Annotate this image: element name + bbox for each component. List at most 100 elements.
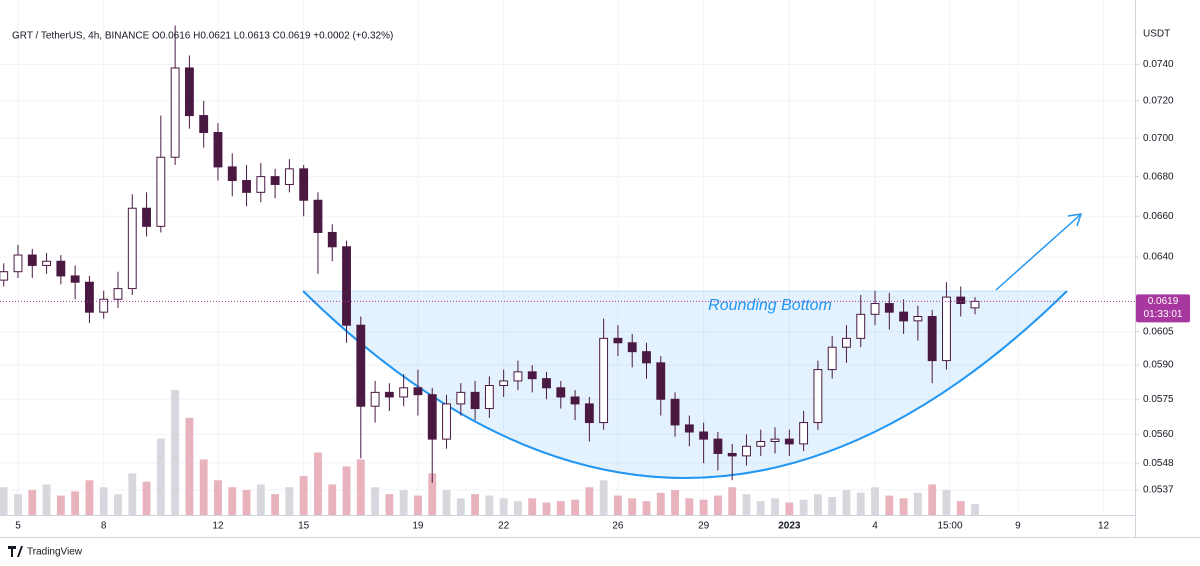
volume-bar [671, 490, 679, 515]
candle-body [99, 298, 109, 313]
candle-body [827, 346, 837, 371]
candle-body [442, 403, 451, 440]
candle-body [413, 387, 423, 396]
candle-body [556, 387, 566, 398]
y-tick-label: 0.0640 [1143, 252, 1174, 263]
candle-body [899, 311, 909, 322]
volume-bar [642, 501, 651, 515]
volume-bar [271, 494, 280, 515]
candle-body [170, 67, 180, 158]
volume-bar [713, 495, 722, 515]
volume-bar [528, 498, 537, 515]
candle-body [0, 271, 9, 281]
candle-body [784, 438, 794, 445]
volume-bar [285, 487, 294, 515]
candle-body [370, 391, 380, 407]
candle-body [342, 246, 351, 326]
last-price-label: 0.0619 [1148, 296, 1179, 307]
candle-body [513, 371, 523, 382]
candle-body [184, 67, 194, 117]
volume-bar [342, 466, 351, 515]
candle-body [670, 398, 680, 426]
y-tick-label: 0.0560 [1143, 429, 1174, 440]
candle-body [356, 324, 366, 407]
volume-bar [599, 480, 608, 515]
volume-bar [214, 480, 222, 515]
candle-body [870, 303, 880, 315]
volume-bar [414, 495, 422, 515]
candle-body [699, 431, 709, 440]
candle-body [313, 199, 323, 233]
volume-bar [228, 487, 237, 515]
candle-body [199, 115, 209, 133]
candle-body [884, 303, 894, 313]
volume-bar [56, 495, 65, 515]
volume-bar [542, 502, 551, 515]
candle-body [799, 422, 809, 445]
volume-bar [142, 481, 151, 515]
candle-body [842, 337, 851, 348]
volume-bar [828, 496, 837, 515]
volume-bar [356, 459, 365, 515]
x-tick-label: 19 [412, 521, 424, 532]
candle-body [27, 254, 37, 266]
volume-bar [656, 492, 665, 515]
candle-body [70, 275, 80, 283]
candle-body [727, 452, 737, 457]
volume-bar [785, 502, 794, 515]
volume-bar [328, 484, 337, 515]
volume-bar [913, 492, 922, 515]
candle-body [284, 168, 294, 185]
candle-body [427, 394, 437, 440]
candle-body [913, 315, 923, 322]
candle-body [770, 438, 780, 443]
volume-bar [42, 484, 51, 515]
candle-body [456, 391, 466, 405]
volume-bar [456, 498, 465, 515]
volume-bar [85, 480, 94, 515]
volume-bar [0, 487, 8, 515]
volume-bar [728, 487, 737, 515]
volume-bar [99, 487, 108, 515]
volume-bar [685, 498, 694, 515]
candle-body [970, 300, 980, 309]
ohlc-values: O0.0616 H0.0621 L0.0613 C0.0619 +0.0002 … [152, 31, 393, 42]
candle-body [956, 296, 966, 305]
x-tick-label: 15:00 [938, 521, 963, 532]
volume-bar [585, 487, 594, 515]
candle-body [642, 351, 651, 364]
volume-bar [371, 487, 380, 515]
y-tick-label: 0.0575 [1143, 394, 1174, 405]
y-tick-label: 0.0700 [1143, 133, 1174, 144]
volume-bar [871, 487, 879, 515]
candle-body [542, 378, 551, 389]
y-tick-label: 0.0740 [1143, 59, 1174, 70]
volume-bar [28, 490, 37, 515]
candle-body [299, 168, 309, 201]
candle-body [527, 371, 537, 380]
candle-body [570, 396, 580, 405]
candle-body [242, 180, 251, 193]
candle-body [756, 441, 766, 447]
volume-bar [71, 491, 80, 515]
volume-bar [856, 492, 865, 515]
candle-body [399, 387, 409, 398]
rounding-curve [302, 290, 1068, 479]
x-tick-label: 2023 [778, 521, 801, 532]
candle-body [470, 391, 480, 410]
volume-layer [0, 390, 979, 515]
candle-body [13, 254, 23, 273]
volume-bar [471, 494, 480, 515]
volume-bar [699, 499, 708, 515]
y-tick-label: 0.0605 [1143, 326, 1174, 337]
volume-bar [771, 498, 779, 515]
volume-bar [956, 501, 965, 515]
x-tick-label: 12 [1098, 521, 1110, 532]
candle-body [713, 438, 723, 454]
volume-bar [14, 494, 22, 515]
volume-bar [556, 501, 565, 515]
x-tick-label: 29 [698, 521, 710, 532]
volume-bar [171, 390, 180, 515]
candle-body [942, 296, 951, 362]
volume-bar [499, 498, 508, 515]
